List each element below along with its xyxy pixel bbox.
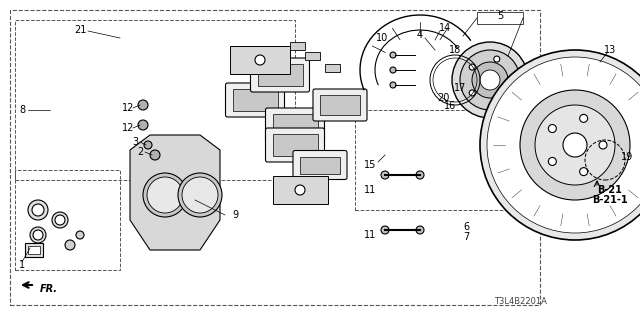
Circle shape — [580, 114, 588, 122]
Text: 12: 12 — [122, 103, 134, 113]
Circle shape — [30, 227, 46, 243]
Circle shape — [472, 62, 508, 98]
Circle shape — [487, 57, 640, 233]
Text: 19: 19 — [621, 152, 633, 162]
Text: 15: 15 — [364, 160, 376, 170]
Bar — [28, 246, 40, 254]
Text: 18: 18 — [449, 45, 461, 55]
Circle shape — [520, 90, 630, 200]
Bar — [300, 156, 340, 173]
Circle shape — [150, 150, 160, 160]
Circle shape — [416, 171, 424, 179]
Bar — [15, 20, 295, 180]
Text: 20: 20 — [437, 93, 449, 103]
Circle shape — [76, 231, 84, 239]
Text: 17: 17 — [454, 83, 466, 93]
Circle shape — [28, 200, 48, 220]
Circle shape — [548, 157, 556, 165]
Circle shape — [535, 105, 615, 185]
Text: 14: 14 — [439, 23, 451, 33]
Text: T3L4B2201A: T3L4B2201A — [493, 298, 547, 307]
Text: 12: 12 — [122, 123, 134, 133]
Circle shape — [509, 77, 515, 83]
Text: 6: 6 — [463, 222, 469, 232]
Text: 21: 21 — [74, 25, 86, 35]
Bar — [15, 170, 120, 270]
Circle shape — [390, 67, 396, 73]
Bar — [257, 64, 303, 86]
Circle shape — [381, 171, 389, 179]
Circle shape — [452, 42, 528, 118]
FancyBboxPatch shape — [293, 150, 347, 180]
Bar — [355, 110, 540, 210]
Text: 9: 9 — [232, 210, 238, 220]
Circle shape — [144, 141, 152, 149]
FancyBboxPatch shape — [225, 83, 285, 117]
Circle shape — [494, 56, 500, 62]
Circle shape — [480, 50, 640, 240]
Bar — [230, 46, 290, 74]
Bar — [232, 89, 278, 111]
Text: 11: 11 — [364, 185, 376, 195]
Bar — [325, 64, 340, 72]
Text: 13: 13 — [604, 45, 616, 55]
Bar — [305, 52, 320, 60]
Text: 4: 4 — [417, 30, 423, 40]
Text: 5: 5 — [497, 11, 503, 21]
Circle shape — [469, 90, 476, 96]
Text: 16: 16 — [444, 101, 456, 111]
Circle shape — [138, 120, 148, 130]
Circle shape — [182, 177, 218, 213]
Circle shape — [32, 204, 44, 216]
Text: 1: 1 — [19, 260, 25, 270]
Circle shape — [563, 133, 587, 157]
Bar — [290, 42, 305, 50]
Bar — [10, 10, 540, 305]
Text: 7: 7 — [463, 232, 469, 242]
Circle shape — [178, 173, 222, 217]
Text: B-21-1: B-21-1 — [592, 195, 628, 205]
Circle shape — [580, 168, 588, 176]
Bar — [273, 114, 317, 136]
Bar — [320, 95, 360, 115]
Circle shape — [147, 177, 183, 213]
Text: B-21: B-21 — [598, 185, 623, 195]
Circle shape — [33, 230, 43, 240]
FancyBboxPatch shape — [266, 108, 324, 142]
Circle shape — [55, 215, 65, 225]
Circle shape — [65, 240, 75, 250]
Circle shape — [390, 52, 396, 58]
Polygon shape — [130, 135, 220, 250]
Text: 10: 10 — [376, 33, 388, 43]
Circle shape — [52, 212, 68, 228]
FancyBboxPatch shape — [250, 58, 310, 92]
Circle shape — [599, 141, 607, 149]
Text: FR.: FR. — [40, 284, 58, 294]
Circle shape — [255, 55, 265, 65]
FancyBboxPatch shape — [266, 128, 324, 162]
Bar — [477, 12, 523, 24]
Text: 11: 11 — [364, 230, 376, 240]
Circle shape — [138, 100, 148, 110]
Bar — [273, 176, 328, 204]
Circle shape — [548, 124, 556, 132]
Circle shape — [480, 70, 500, 90]
Circle shape — [143, 173, 187, 217]
Circle shape — [390, 82, 396, 88]
Circle shape — [295, 185, 305, 195]
Circle shape — [381, 226, 389, 234]
Circle shape — [469, 64, 476, 70]
Circle shape — [416, 226, 424, 234]
Text: 8: 8 — [19, 105, 25, 115]
FancyBboxPatch shape — [313, 89, 367, 121]
Text: 2: 2 — [137, 147, 143, 157]
Bar — [273, 134, 317, 156]
Text: 3: 3 — [132, 137, 138, 147]
Circle shape — [494, 98, 500, 104]
Bar — [25, 243, 43, 257]
Circle shape — [460, 50, 520, 110]
